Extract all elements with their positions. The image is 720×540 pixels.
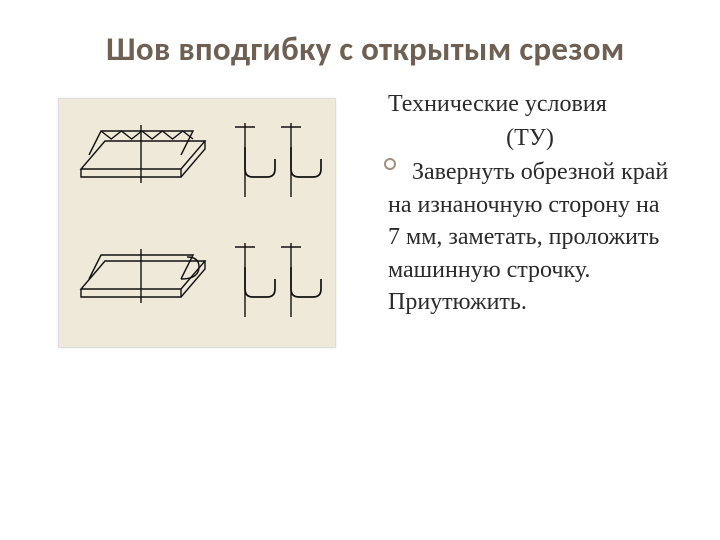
bullet-icon: [384, 158, 396, 170]
page-title: Шов вподгибку с открытым срезом: [106, 30, 672, 70]
content-row: Технические условия (ТУ) Завернуть обрез…: [48, 88, 672, 348]
figure-column: [48, 88, 348, 348]
tu-body: Завернуть обрезной край на изнаночную ст…: [388, 156, 672, 318]
slide: Шов вподгибку с открытым срезом Техничес…: [0, 0, 720, 540]
tu-sub: (ТУ): [388, 122, 672, 154]
text-column: Технические условия (ТУ) Завернуть обрез…: [348, 88, 672, 348]
tu-heading: Технические условия: [388, 88, 672, 120]
diagram-figure: [58, 98, 336, 348]
